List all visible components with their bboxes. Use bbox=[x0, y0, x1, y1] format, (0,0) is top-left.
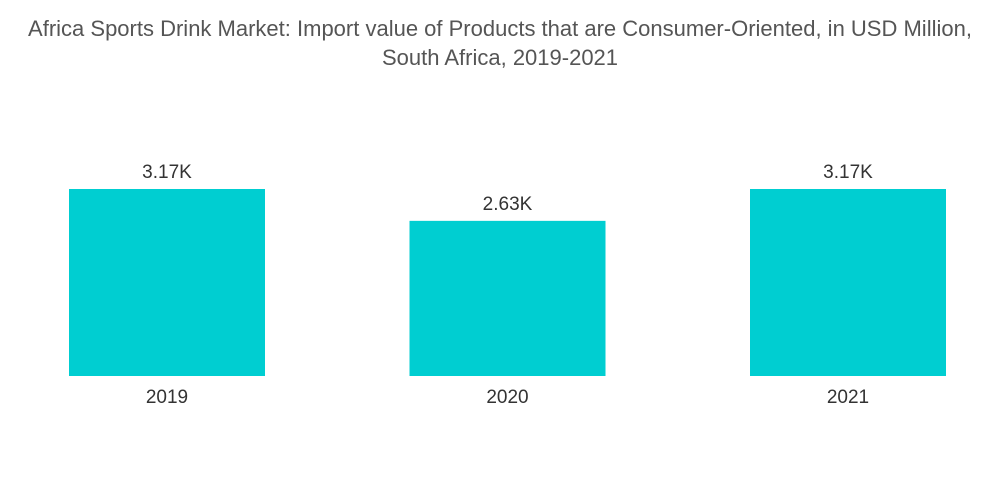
bars-layer bbox=[69, 189, 946, 376]
bar-2020 bbox=[409, 220, 606, 376]
bar-value-label-2020: 2.63K bbox=[483, 194, 533, 215]
bar-2021 bbox=[750, 189, 946, 376]
bar-2019 bbox=[69, 189, 265, 376]
bar-value-label-2019: 3.17K bbox=[142, 162, 192, 183]
value-labels-layer: 3.17K 2.63K 3.17K bbox=[142, 162, 873, 215]
chart-title: Africa Sports Drink Market: Import value… bbox=[28, 16, 972, 70]
bar-value-label-2021: 3.17K bbox=[823, 162, 873, 183]
x-tick-label-2019: 2019 bbox=[146, 387, 188, 408]
x-axis-tick-labels: 2019 2020 2021 bbox=[146, 387, 869, 408]
x-tick-label-2021: 2021 bbox=[827, 387, 869, 408]
x-tick-label-2020: 2020 bbox=[486, 387, 528, 408]
